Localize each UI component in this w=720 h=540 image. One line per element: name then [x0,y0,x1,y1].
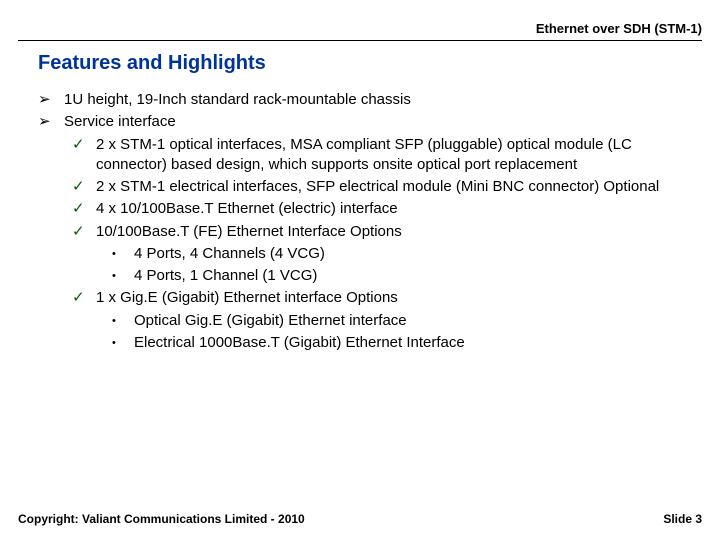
bullet-text: Optical Gig.E (Gigabit) Ethernet interfa… [134,312,407,329]
dot-icon: • [112,269,116,284]
dot-icon: • [112,247,116,262]
slide-title: Features and Highlights [38,52,266,75]
bullet-lvl3: • Optical Gig.E (Gigabit) Ethernet interf… [38,311,690,331]
bullet-text: 1U height, 19-Inch standard rack-mountab… [64,91,411,108]
bullet-lvl3: • Electrical 1000Base.T (Gigabit) Etherne… [38,333,690,353]
arrow-icon: ➢ [38,112,51,132]
bullet-text: 4 Ports, 1 Channel (1 VCG) [134,267,317,284]
bullet-lvl2: ✓ 10/100Base.T (FE) Ethernet Interface Op… [38,222,690,242]
bullet-lvl1: ➢ 1U height, 19-Inch standard rack-mounta… [38,90,690,110]
bullet-lvl2: ✓ 4 x 10/100Base.T Ethernet (electric) in… [38,199,690,219]
bullet-text: Service interface [64,113,176,130]
bullet-text: 10/100Base.T (FE) Ethernet Interface Opt… [96,223,402,240]
copyright-text: Copyright: Valiant Communications Limite… [18,512,305,526]
slide: Ethernet over SDH (STM-1) Features and H… [0,0,720,540]
dot-icon: • [112,336,116,351]
bullet-text: 2 x STM-1 electrical interfaces, SFP ele… [96,178,659,195]
bullet-text: 2 x STM-1 optical interfaces, MSA compli… [96,136,632,173]
content-area: ➢ 1U height, 19-Inch standard rack-mounta… [38,90,690,355]
product-name: Ethernet over SDH (STM-1) [536,21,702,36]
footer: Copyright: Valiant Communications Limite… [18,512,702,526]
check-icon: ✓ [72,177,85,197]
check-icon: ✓ [72,135,85,155]
bullet-text: 1 x Gig.E (Gigabit) Ethernet interface O… [96,289,398,306]
check-icon: ✓ [72,288,85,308]
bullet-text: Electrical 1000Base.T (Gigabit) Ethernet… [134,334,465,351]
bullet-lvl2: ✓ 2 x STM-1 electrical interfaces, SFP el… [38,177,690,197]
check-icon: ✓ [72,199,85,219]
bullet-lvl3: • 4 Ports, 1 Channel (1 VCG) [38,266,690,286]
bullet-lvl1: ➢ Service interface [38,112,690,132]
bullet-text: 4 Ports, 4 Channels (4 VCG) [134,245,325,262]
bullet-lvl2: ✓ 1 x Gig.E (Gigabit) Ethernet interface … [38,288,690,308]
header-bar: Ethernet over SDH (STM-1) [18,20,702,41]
check-icon: ✓ [72,222,85,242]
bullet-lvl2: ✓ 2 x STM-1 optical interfaces, MSA compl… [38,135,690,176]
bullet-lvl3: • 4 Ports, 4 Channels (4 VCG) [38,244,690,264]
bullet-text: 4 x 10/100Base.T Ethernet (electric) int… [96,200,398,217]
dot-icon: • [112,314,116,329]
arrow-icon: ➢ [38,90,51,110]
slide-number: Slide 3 [663,512,702,526]
